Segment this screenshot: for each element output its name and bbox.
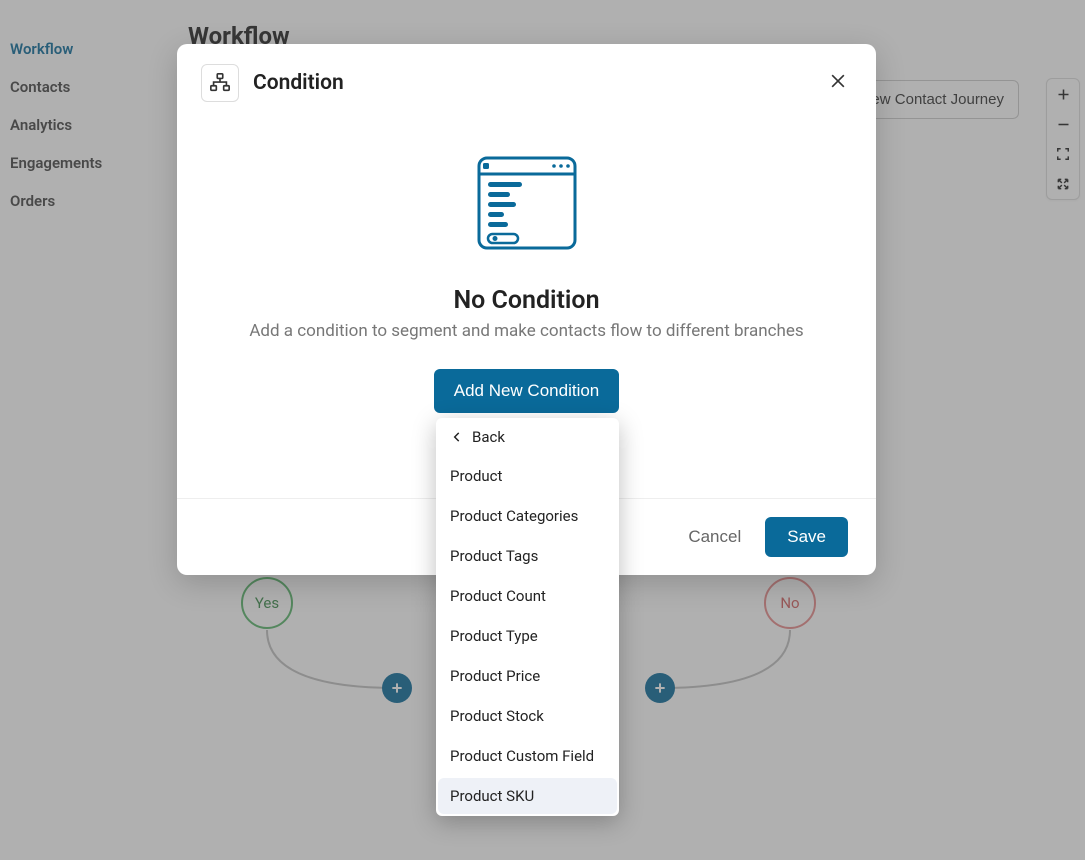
- modal-title: Condition: [253, 71, 344, 95]
- condition-dropdown: Back Product Product Categories Product …: [436, 418, 619, 816]
- save-button[interactable]: Save: [765, 517, 848, 557]
- dropdown-item-product-categories[interactable]: Product Categories: [436, 496, 619, 536]
- dropdown-back-label: Back: [472, 428, 505, 446]
- condition-icon: [201, 64, 239, 102]
- dropdown-item-product-type[interactable]: Product Type: [436, 616, 619, 656]
- dropdown-item-product-sku[interactable]: Product SKU: [438, 778, 617, 814]
- dropdown-item-product-stock[interactable]: Product Stock: [436, 696, 619, 736]
- dropdown-item-product-count[interactable]: Product Count: [436, 576, 619, 616]
- empty-subtitle: Add a condition to segment and make cont…: [249, 321, 803, 341]
- add-new-condition-button[interactable]: Add New Condition: [434, 369, 620, 413]
- modal-close-button[interactable]: [824, 67, 852, 99]
- cancel-button[interactable]: Cancel: [688, 527, 741, 547]
- empty-title: No Condition: [453, 286, 599, 315]
- close-icon: [828, 71, 848, 91]
- chevron-left-icon: [450, 430, 464, 444]
- form-icon: [474, 150, 580, 256]
- dropdown-item-product-price[interactable]: Product Price: [436, 656, 619, 696]
- modal-header: Condition: [177, 44, 876, 114]
- dropdown-back-button[interactable]: Back: [436, 418, 619, 456]
- empty-state-illustration: [474, 150, 580, 260]
- sitemap-icon: [209, 72, 231, 94]
- dropdown-item-product-custom-field[interactable]: Product Custom Field: [436, 736, 619, 776]
- dropdown-item-product[interactable]: Product: [436, 456, 619, 496]
- dropdown-item-product-tags[interactable]: Product Tags: [436, 536, 619, 576]
